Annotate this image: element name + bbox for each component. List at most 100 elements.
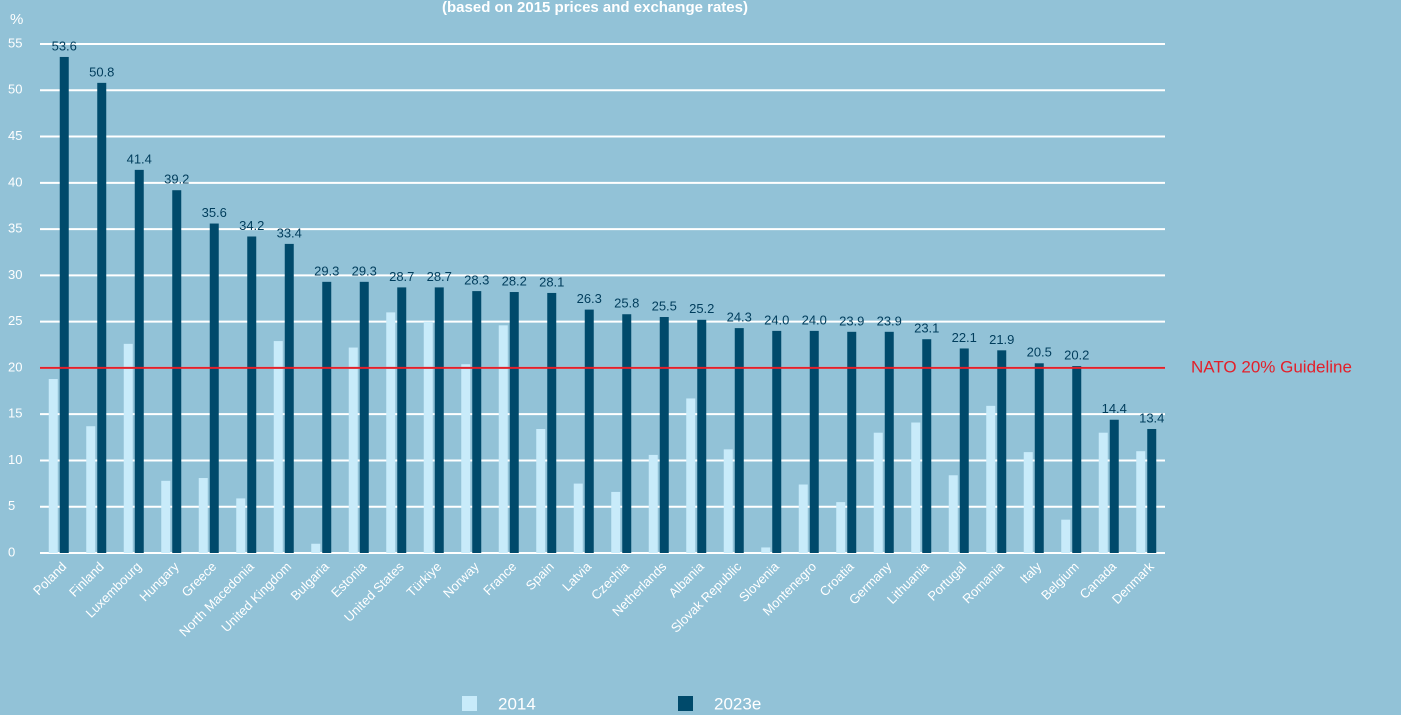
data-label: 24.0 [764, 312, 789, 327]
data-label: 41.4 [127, 151, 152, 166]
data-label: 23.9 [877, 313, 902, 328]
bar [86, 426, 96, 553]
data-label: 28.1 [539, 274, 564, 289]
bar [761, 547, 771, 553]
data-label: 39.2 [164, 172, 189, 187]
bar [284, 243, 294, 553]
data-label: 25.2 [689, 301, 714, 316]
data-label: 34.2 [239, 218, 264, 233]
legend-label: 2023e [714, 694, 761, 713]
bar [1136, 451, 1146, 553]
bar [311, 543, 321, 553]
data-label: 20.5 [1027, 345, 1052, 360]
bar [659, 317, 669, 553]
bar [273, 341, 283, 553]
bar [386, 312, 396, 553]
chart-title: (based on 2015 prices and exchange rates… [442, 0, 748, 16]
bar [1061, 519, 1071, 553]
data-label: 28.2 [502, 273, 527, 288]
y-tick-label: 50 [8, 82, 22, 97]
y-tick-label: 55 [8, 35, 22, 50]
data-label: 28.7 [389, 269, 414, 284]
bar [686, 398, 696, 553]
bar [472, 291, 482, 553]
data-label: 33.4 [277, 225, 302, 240]
data-label: 14.4 [1102, 401, 1127, 416]
bar [697, 319, 707, 553]
bar [198, 478, 208, 553]
bar [1034, 363, 1044, 553]
bar [836, 502, 846, 553]
data-label: 35.6 [202, 205, 227, 220]
bar [922, 339, 932, 553]
bar [1072, 366, 1082, 553]
bar [723, 449, 733, 553]
bar [997, 350, 1007, 553]
bar [948, 475, 958, 553]
data-label: 24.3 [727, 310, 752, 325]
bar [48, 379, 58, 553]
bar [847, 331, 857, 553]
bar [397, 287, 407, 553]
data-label: 13.4 [1139, 410, 1164, 425]
bar [809, 330, 819, 553]
bar [509, 292, 519, 553]
data-label: 23.9 [839, 313, 864, 328]
y-axis-label: % [10, 11, 23, 28]
bar [986, 405, 996, 553]
y-tick-label: 10 [8, 452, 22, 467]
bar [798, 484, 808, 553]
bar [884, 331, 894, 553]
legend-swatch [462, 696, 477, 711]
y-tick-label: 45 [8, 128, 22, 143]
bar [434, 287, 444, 553]
bar [573, 483, 583, 553]
data-label: 22.1 [952, 330, 977, 345]
bar [911, 422, 921, 553]
data-label: 26.3 [577, 291, 602, 306]
bar [134, 169, 144, 553]
reference-label: NATO 20% Guideline [1191, 357, 1352, 376]
y-tick-label: 0 [8, 544, 15, 559]
legend-swatch [678, 696, 693, 711]
bar [236, 498, 246, 553]
bar [536, 428, 546, 553]
bar [498, 325, 508, 553]
bar [172, 190, 182, 554]
y-tick-label: 40 [8, 174, 22, 189]
bar [461, 364, 471, 553]
legend-label: 2014 [498, 694, 536, 713]
data-label: 25.8 [614, 296, 639, 311]
bar [1098, 432, 1108, 553]
bar [772, 330, 782, 553]
data-label: 29.3 [314, 263, 339, 278]
data-label: 28.3 [464, 273, 489, 288]
bar [622, 314, 632, 553]
y-tick-label: 5 [8, 498, 15, 513]
y-tick-label: 35 [8, 221, 22, 236]
bar [547, 292, 557, 553]
data-label: 28.7 [427, 269, 452, 284]
bar [873, 432, 883, 553]
data-label: 53.6 [52, 38, 77, 53]
bar [1147, 428, 1157, 553]
bar [209, 223, 219, 553]
bar [611, 491, 621, 553]
bar [348, 347, 358, 553]
data-label: 23.1 [914, 321, 939, 336]
bar [123, 343, 133, 553]
data-label: 20.2 [1064, 347, 1089, 362]
data-label: 21.9 [989, 332, 1014, 347]
y-tick-label: 15 [8, 406, 22, 421]
y-tick-label: 20 [8, 359, 22, 374]
bar [423, 321, 433, 553]
bar [1023, 452, 1033, 553]
y-tick-label: 25 [8, 313, 22, 328]
bar [59, 56, 69, 554]
bar [97, 82, 107, 554]
data-label: 24.0 [802, 312, 827, 327]
bar [1109, 419, 1119, 553]
y-tick-label: 30 [8, 267, 22, 282]
data-label: 25.5 [652, 298, 677, 313]
